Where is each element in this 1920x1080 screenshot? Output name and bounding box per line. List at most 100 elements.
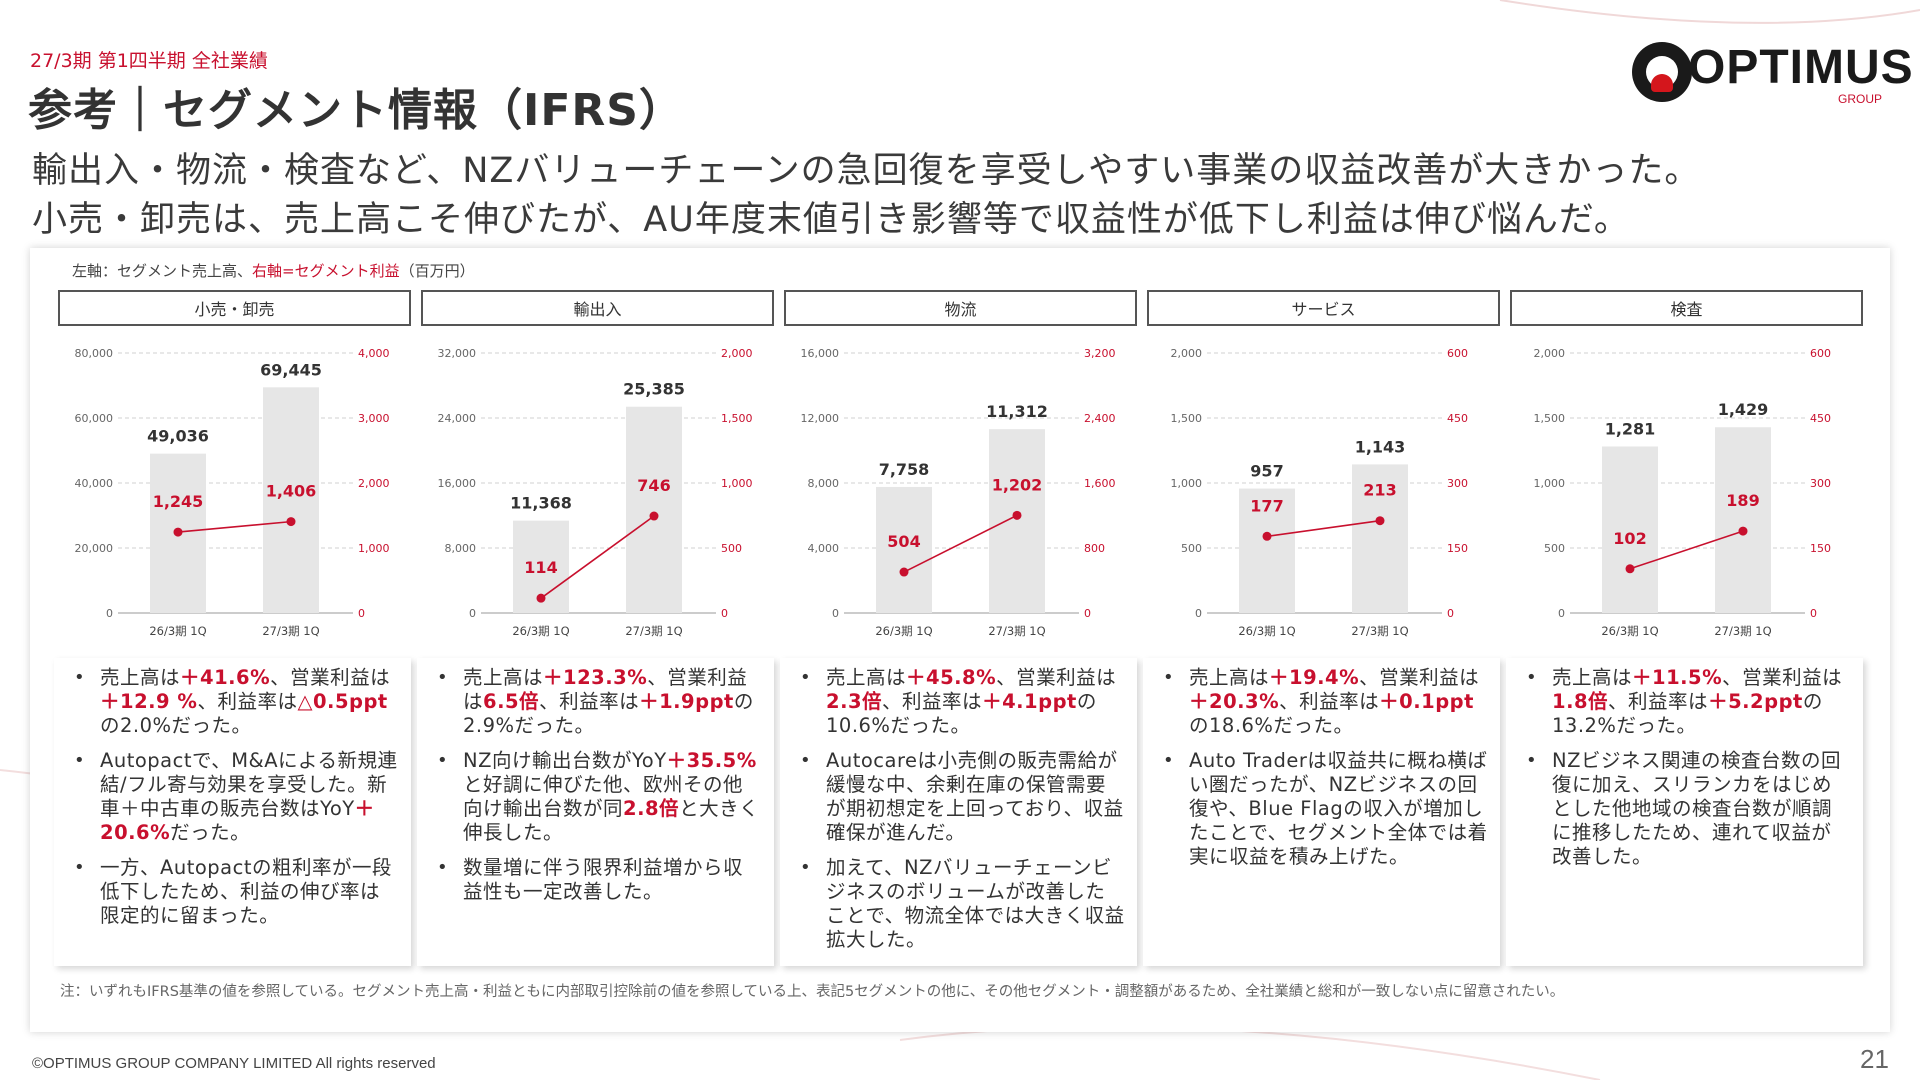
bullet-text: 、利益率は [197,690,298,713]
highlight-figure: ＋19.4% [1269,666,1360,689]
bullet-text: 、営業利益は [1359,666,1480,689]
bullet-point: 売上高は＋19.4%、営業利益は ＋20.3%、利益率は＋0.1ppt の18.6%… [1155,666,1488,738]
bullet-point: NZ向け輸出台数がYoY＋35.5%と好調に伸びた他、欧州その他向け輸出台数が同… [429,749,762,845]
optimus-logo: OPTIMUS GROUP [1630,40,1913,106]
y-tick-left: 1,500 [1534,412,1566,425]
bullet-text: 、営業利益は [1722,666,1843,689]
highlight-figure: ＋41.6% [180,666,271,689]
bullet-point: 売上高は＋11.5%、営業利益は 1.8倍、利益率は＋5.2pptの13.2%だっ… [1518,666,1851,738]
y-tick-left: 40,000 [75,477,114,490]
highlight-figure: ＋4.1ppt [982,690,1077,713]
x-tick-label: 26/3期 1Q [512,624,569,638]
highlight-figure: ＋123.3% [543,666,648,689]
logo-group-text: GROUP [1838,92,1883,106]
y-tick-left: 2,000 [1534,347,1566,360]
profit-point [1375,516,1385,526]
y-tick-right: 300 [1447,477,1468,490]
bullet-text: 、営業利益は [463,666,748,713]
bullet-text: 売上高は [1552,666,1633,689]
y-tick-right: 300 [1810,477,1831,490]
y-tick-right: 4,000 [358,347,390,360]
profit-line [540,515,655,599]
bullet-text: の10.6%だった。 [826,690,1097,737]
footnote: 注：いずれもIFRS基準の値を参照している。セグメント売上高・利益ともに内部取引… [60,984,1565,1000]
profit-line [1629,530,1744,570]
y-tick-left: 1,500 [1171,412,1203,425]
logo-dot-icon [1651,74,1673,92]
bullet-text: NZビジネス関連の検査台数の回復に加え、スリランカをはじめとした他地域の検査台数… [1552,749,1841,868]
bullet-text: だった。 [170,821,251,844]
profit-label: 213 [1363,481,1396,500]
bullet-text: Autocareは小売側の販売需給が緩慢な中、余剰在庫の保管需要が期初想定を上回… [826,749,1124,844]
y-tick-left: 8,000 [445,542,477,555]
legend-right-axis: 右軸=セグメント利益 [252,262,400,280]
y-tick-left: 12,000 [801,412,840,425]
highlight-figure: 2.8倍 [623,797,680,820]
bullet-text: Autopactで、M&Aによる新規連結/フル寄与効果を享受した。新車＋中古車の… [100,749,398,820]
bullet-text: 売上高は [1189,666,1270,689]
bullet-text: 一方、Autopactの粗利率が一段低下したため、利益の伸び率は限定的に留まった… [100,856,392,927]
highlight-figure: ＋45.8% [906,666,997,689]
y-tick-right: 500 [721,542,742,555]
card-import-export: 売上高は＋123.3%、営業利益は6.5倍、利益率は＋1.9pptの2.9%だっ… [417,658,774,966]
sales-bar [876,486,932,613]
y-tick-right: 3,000 [358,412,390,425]
bullet-text: の2.0%だった。 [100,714,252,737]
y-tick-right: 150 [1447,542,1468,555]
profit-point [536,593,546,603]
sales-label: 7,758 [879,460,930,479]
y-tick-right: 0 [721,607,728,620]
x-tick-label: 27/3期 1Q [625,624,682,638]
card-services: 売上高は＋19.4%、営業利益は ＋20.3%、利益率は＋0.1ppt の18.6%… [1143,658,1500,966]
bullet-text: 加えて、NZバリューチェーンビジネスのボリュームが改善したことで、物流全体では大… [826,856,1125,951]
legend-left-axis: 左軸：セグメント売上高、 [72,262,253,280]
bullet-text: NZ向け輸出台数がYoY [463,749,667,772]
highlight-figure: ＋1.9ppt [639,690,734,713]
sales-label: 1,143 [1355,437,1406,456]
sales-bar [626,406,682,613]
y-tick-left: 500 [1181,542,1202,555]
highlight-figure: ＋11.5% [1632,666,1723,689]
logo-wordmark: OPTIMUS [1688,41,1914,94]
profit-label: 1,406 [266,482,317,501]
legend-unit: （百万円） [399,262,475,280]
bullet-text: 、利益率は [539,690,640,713]
y-tick-left: 500 [1544,542,1565,555]
bullet-point: 数量増に伴う限界利益増から収益性も一定改善した。 [429,856,762,904]
sales-label: 957 [1250,462,1283,481]
y-tick-left: 60,000 [75,412,114,425]
highlight-figure: △0.5ppt [297,690,388,713]
bullet-text: の18.6%だった。 [1189,714,1354,737]
profit-line [903,514,1018,573]
segment-header-import-export: 輸出入 [421,290,774,326]
bullet-text: 、利益率は [882,690,983,713]
y-tick-right: 450 [1810,412,1831,425]
sales-bar [1352,464,1408,613]
sales-bar [263,387,319,613]
lead-text-line-1: 輸出入・物流・検査など、NZバリューチェーンの急回復を享受しやすい事業の収益改善… [32,151,1701,191]
profit-point [286,517,296,527]
y-tick-left: 16,000 [801,347,840,360]
profit-point [1262,531,1272,541]
bullet-point: Autopactで、M&Aによる新規連結/フル寄与効果を享受した。新車＋中古車の… [66,749,399,845]
bullet-text: の13.2%だった。 [1552,690,1823,737]
lead-text-line-2: 小売・卸売は、売上高こそ伸びたが、AU年度末値引き影響等で収益性が低下し利益は伸… [32,200,1630,240]
bullet-text: と大きく伸長した。 [463,797,760,844]
bullet-point: Autocareは小売側の販売需給が緩慢な中、余剰在庫の保管需要が期初想定を上回… [792,749,1125,845]
profit-point [1738,526,1748,536]
sales-label: 11,368 [510,494,572,513]
profit-label: 189 [1726,491,1759,510]
bullet-point: 売上高は＋45.8%、営業利益は 2.3倍、利益率は＋4.1pptの10.6%だっ… [792,666,1125,738]
logo-ring-icon [1632,42,1692,102]
highlight-figure: 2.3倍 [826,690,883,713]
y-tick-right: 1,000 [358,542,390,555]
bullet-text: の2.9%だった。 [463,690,754,737]
segment-header-retail: 小売・卸売 [58,290,411,326]
highlight-figure: 1.8倍 [1552,690,1609,713]
segment-charts: 0 0 20,000 1,000 40,000 2,000 60,000 3,000 80,00… [75,347,1832,638]
bullet-point: 一方、Autopactの粗利率が一段低下したため、利益の伸び率は限定的に留まった… [66,856,399,928]
x-tick-label: 26/3期 1Q [875,624,932,638]
page-subtitle: 27/3期 第1四半期 全社業績 [30,50,268,72]
card-retail: 売上高は＋41.6%、営業利益は ＋12.9 %、利益率は△0.5ppt の2.0%… [54,658,411,966]
highlight-figure: ＋0.1ppt [1379,690,1474,713]
